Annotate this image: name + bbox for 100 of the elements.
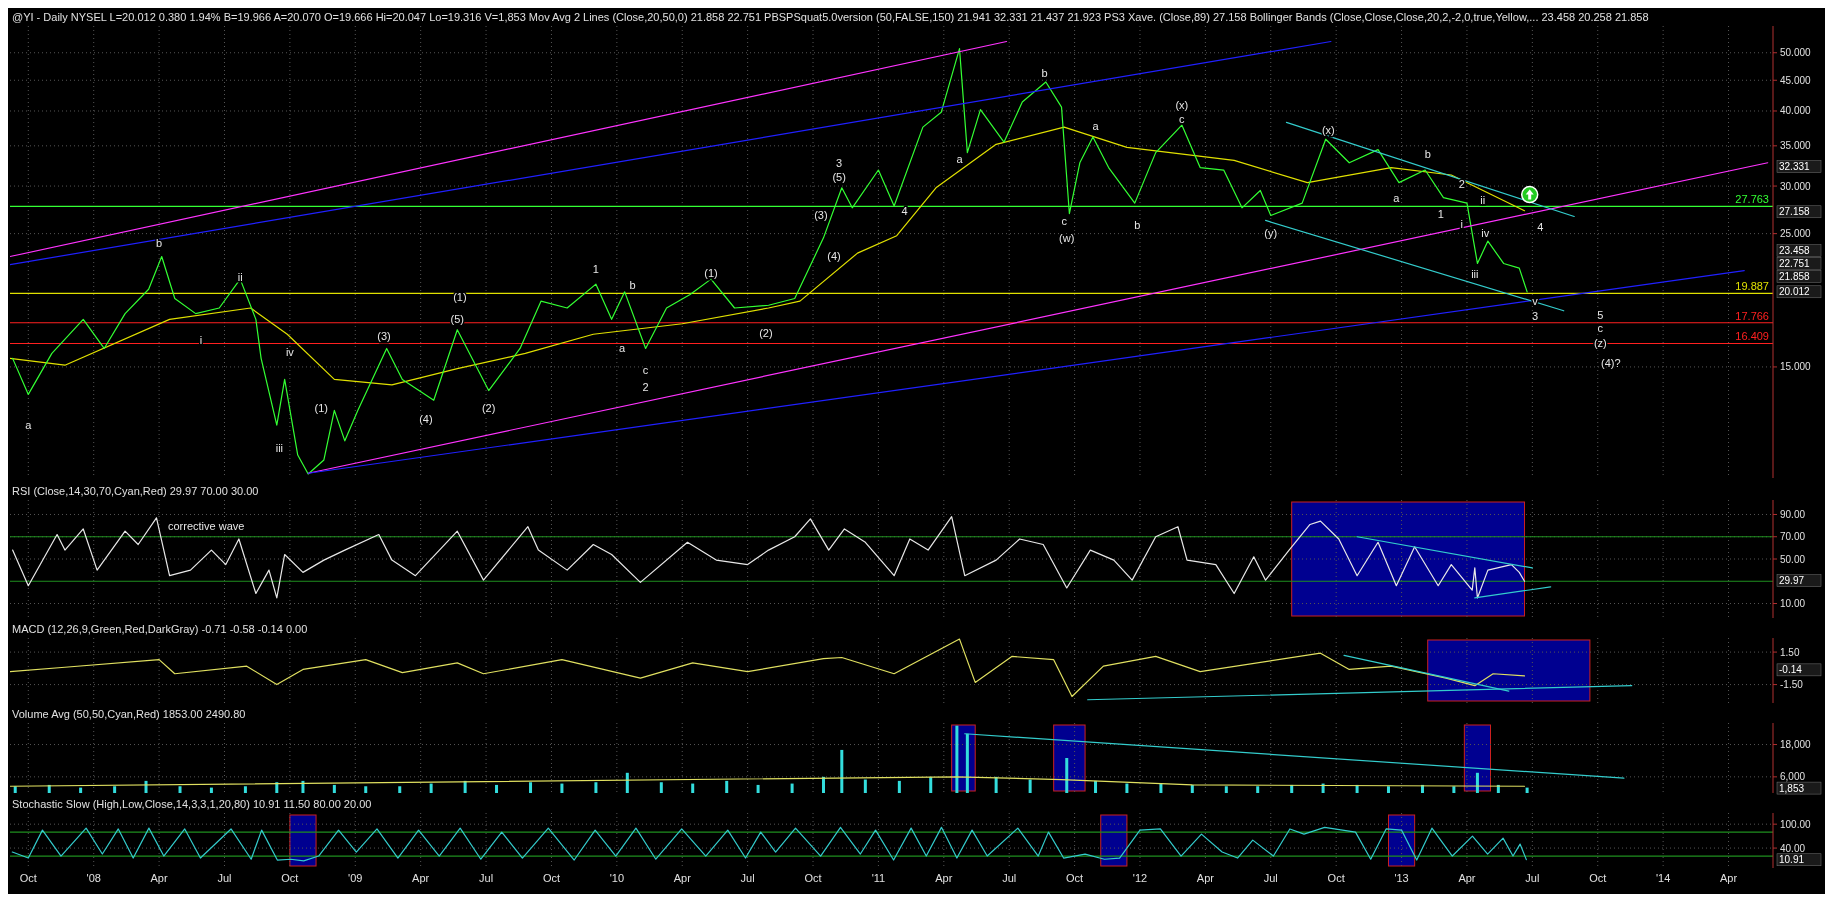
- annotation: b: [1424, 148, 1431, 161]
- annotation: 4: [1537, 221, 1544, 234]
- annotation: (y): [1264, 227, 1278, 240]
- x-tick-label: '14: [1655, 872, 1671, 884]
- annotation: b: [1041, 67, 1048, 80]
- text: -0.14: [1779, 664, 1803, 676]
- y-tick-label: 50.00: [1780, 553, 1806, 565]
- ref-line-label: 16.409: [1735, 330, 1769, 343]
- annotation: c: [642, 364, 649, 377]
- y-tick-label: 70.00: [1780, 531, 1806, 543]
- x-tick-label: '08: [86, 872, 101, 884]
- annotation: ii: [237, 270, 243, 283]
- annotation: (2): [481, 402, 496, 415]
- annotation: b: [156, 237, 163, 250]
- x-tick-label: Apr: [673, 872, 692, 884]
- text: 32.331: [1779, 161, 1811, 173]
- y-tick-label: 40.00: [1780, 842, 1806, 854]
- annotation: a: [1092, 119, 1100, 132]
- annotation: 3: [1531, 310, 1539, 323]
- x-tick-label: Oct: [1327, 872, 1345, 884]
- y-tick-label: 50.000: [1780, 47, 1812, 59]
- y-tick-label: 18,000: [1780, 739, 1812, 751]
- x-tick-label: Jul: [217, 872, 232, 884]
- y-tick-label: 40.000: [1780, 105, 1812, 117]
- annotation: iv: [285, 345, 295, 358]
- y-tick-label: 45.000: [1780, 74, 1812, 86]
- y-tick-label: 1.50: [1780, 646, 1800, 658]
- text: 22.751: [1779, 257, 1811, 269]
- ref-line-label: 17.766: [1735, 309, 1769, 322]
- x-tick-label: Jul: [740, 872, 755, 884]
- annotation: (5): [832, 170, 846, 183]
- annotation: i: [1460, 218, 1463, 231]
- y-tick-label: 90.00: [1780, 508, 1806, 520]
- annotation: (3): [814, 209, 828, 222]
- annotation: (x): [1175, 99, 1189, 112]
- annotation: ii: [1480, 194, 1486, 207]
- x-tick-label: Jul: [1002, 872, 1017, 884]
- annotation: (1): [704, 266, 718, 279]
- annotation: i: [199, 334, 203, 347]
- x-tick-label: Jul: [479, 872, 494, 884]
- text: 1,853: [1779, 782, 1805, 794]
- x-tick-label: Apr: [1719, 872, 1738, 884]
- annotation: (4): [419, 412, 433, 425]
- x-tick-label: '12: [1132, 872, 1148, 884]
- x-tick-label: '09: [348, 872, 363, 884]
- annotation: c: [1597, 322, 1604, 335]
- y-tick-label: 10.00: [1780, 598, 1806, 610]
- annotation: iii: [1471, 268, 1479, 281]
- annotation: b: [629, 279, 636, 292]
- x-tick-label: Jul: [1525, 872, 1540, 884]
- text: 20.012: [1779, 286, 1811, 298]
- text: 27.158: [1779, 206, 1811, 218]
- annotation: a: [956, 153, 964, 166]
- chart-title: Volume Avg (50,50,Cyan,Red) 1853.00 2490.80: [12, 708, 246, 720]
- annotation: corrective wave: [167, 520, 245, 533]
- x-tick-label: Oct: [542, 872, 561, 884]
- annotation: (2): [759, 326, 773, 339]
- ref-line-label: 19.887: [1735, 280, 1769, 293]
- x-tick-label: Oct: [1589, 872, 1607, 884]
- annotation: (1): [453, 290, 467, 303]
- x-tick-label: Oct: [1066, 872, 1084, 884]
- y-tick-label: 100.00: [1780, 818, 1812, 830]
- annotation: (4): [827, 250, 841, 263]
- annotation: a: [1393, 192, 1401, 205]
- annotation: (4)?: [1601, 357, 1621, 370]
- x-tick-label: Oct: [19, 872, 37, 884]
- text: 10.91: [1779, 854, 1805, 866]
- annotation: a: [25, 419, 33, 431]
- x-tick-label: Oct: [804, 872, 822, 884]
- y-tick-label: 35.000: [1780, 140, 1812, 152]
- annotation: 1: [592, 263, 599, 276]
- annotation: 2: [642, 380, 649, 393]
- x-tick-label: Oct: [281, 872, 299, 884]
- y-tick-label: 25.000: [1780, 228, 1812, 240]
- annotation: 2: [1458, 178, 1465, 191]
- x-tick-label: Apr: [1196, 872, 1215, 884]
- annotation: 1: [1437, 208, 1444, 221]
- y-tick-label: -1.50: [1780, 679, 1804, 691]
- annotation: iii: [275, 441, 284, 454]
- ref-line-label: 27.763: [1735, 193, 1769, 206]
- annotation: (w): [1059, 231, 1075, 244]
- annotation: 5: [1597, 308, 1604, 321]
- annotation: c: [1179, 112, 1186, 125]
- annotation: (x): [1321, 123, 1335, 136]
- chart-title: @YI - Daily NYSEL L=20.012 0.380 1.94% B=19.966 A=20.070 O=19.666 Hi=20.047 Lo=19.316 V=1,853 Mov Avg 2 Lines (Close,20,50,0) 21.858 22.751 PBSPSquat5.0version (50,FALSE,150) 21.941 32.331 21.437 21.923 PS3 Xave. (Close,89) 27.158 Bollinger Bands (Close,Close,Close,20,2,-2,0,true,Yellow,... 23.458 20.258 21.858: [12, 11, 1649, 23]
- x-tick-label: Apr: [1458, 872, 1476, 884]
- y-tick-label: 15.000: [1780, 361, 1812, 373]
- annotation: iv: [1481, 227, 1490, 240]
- x-tick-label: Apr: [412, 872, 430, 884]
- x-tick-label: Apr: [150, 872, 168, 884]
- y-tick-label: 30.000: [1780, 180, 1812, 192]
- text: 29.97: [1779, 575, 1805, 587]
- annotation: (3): [377, 329, 391, 342]
- x-tick-label: '13: [1394, 872, 1409, 884]
- x-tick-label: Jul: [1263, 872, 1278, 884]
- x-tick-label: Apr: [935, 872, 953, 884]
- text: 21.858: [1779, 270, 1811, 282]
- annotation: 3: [836, 156, 843, 169]
- y-tick-label: 6,000: [1780, 771, 1806, 783]
- x-tick-label: '11: [871, 872, 886, 884]
